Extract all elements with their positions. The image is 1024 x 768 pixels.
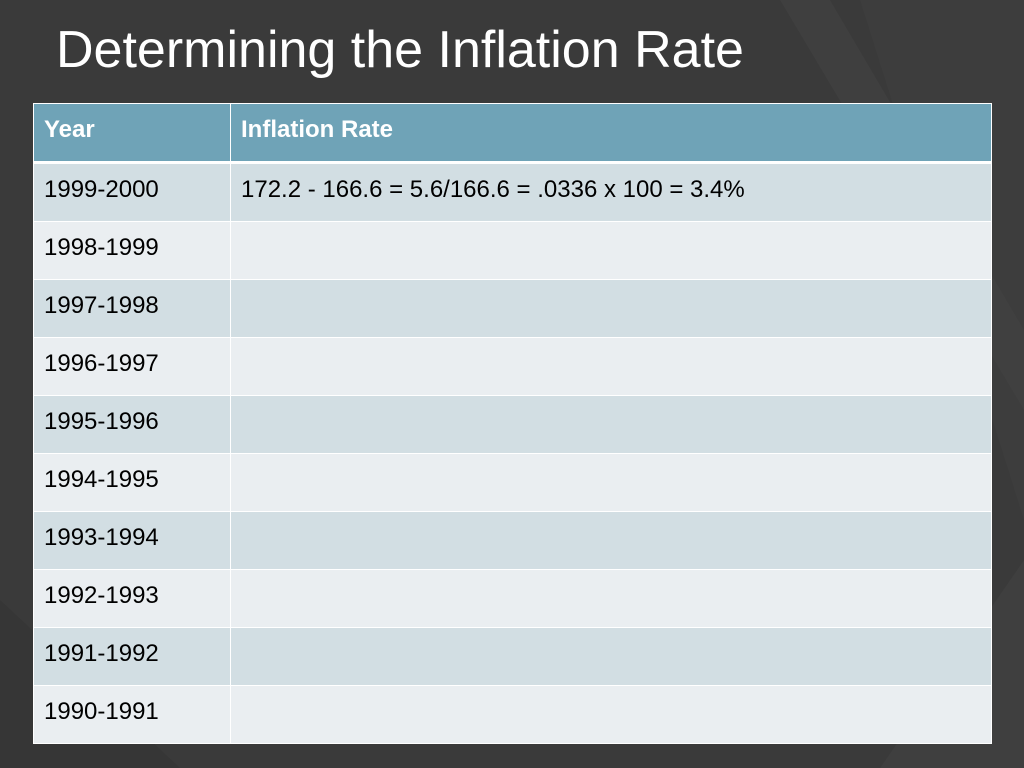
inflation-rate-cell [230,453,992,512]
inflation-rate-cell: 172.2 - 166.6 = 5.6/166.6 = .0336 x 100 … [230,162,992,222]
year-cell: 1997-1998 [33,279,231,338]
slide-title: Determining the Inflation Rate [56,21,744,79]
inflation-rate-cell [230,627,992,686]
year-cell: 1992-1993 [33,569,231,628]
table-row: 1996-1997 [33,337,992,396]
table-row: 1993-1994 [33,511,992,570]
header-inflation-rate: Inflation Rate [230,103,992,164]
table-row: 1994-1995 [33,453,992,512]
table-header-row: Year Inflation Rate [33,103,992,164]
year-cell: 1994-1995 [33,453,231,512]
inflation-rate-cell [230,569,992,628]
table-row: 1997-1998 [33,279,992,338]
inflation-rate-cell [230,511,992,570]
year-cell: 1996-1997 [33,337,231,396]
inflation-table: Year Inflation Rate 1999-2000 172.2 - 16… [33,103,992,744]
table-row: 1991-1992 [33,627,992,686]
table-row: 1992-1993 [33,569,992,628]
header-year: Year [33,103,231,164]
inflation-rate-cell [230,221,992,280]
inflation-rate-cell [230,685,992,744]
year-cell: 1999-2000 [33,162,231,222]
year-cell: 1990-1991 [33,685,231,744]
table-row: 1990-1991 [33,685,992,744]
year-cell: 1998-1999 [33,221,231,280]
inflation-rate-cell [230,279,992,338]
year-cell: 1991-1992 [33,627,231,686]
table-row: 1998-1999 [33,221,992,280]
inflation-rate-cell [230,395,992,454]
year-cell: 1993-1994 [33,511,231,570]
table-row: 1995-1996 [33,395,992,454]
inflation-rate-cell [230,337,992,396]
table-row: 1999-2000 172.2 - 166.6 = 5.6/166.6 = .0… [33,162,992,222]
year-cell: 1995-1996 [33,395,231,454]
